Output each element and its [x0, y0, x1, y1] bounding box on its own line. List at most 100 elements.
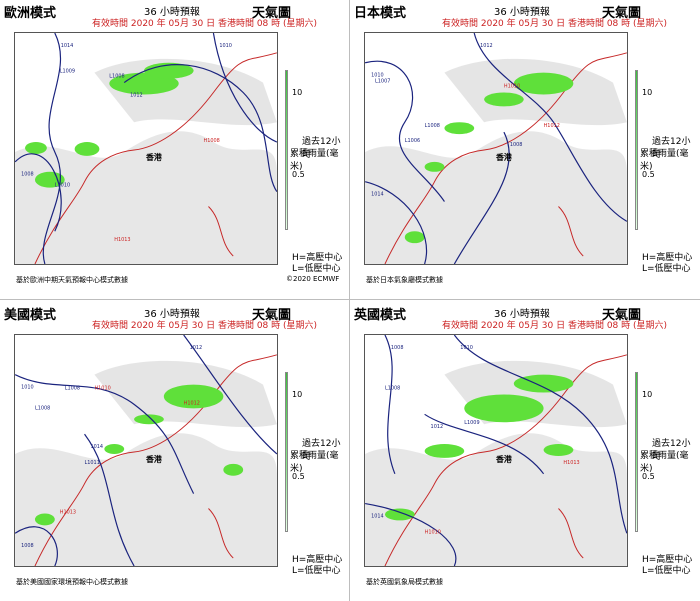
isobar-label: 1010 — [219, 43, 232, 49]
hong-kong-label: 香港 — [145, 454, 163, 464]
chart-title: 天氣圖 — [252, 6, 292, 21]
isobar-label: 1008 — [510, 142, 523, 148]
low-center-label: L1007 — [375, 79, 390, 85]
low-center-label: L1010 — [55, 183, 70, 189]
high-center-label: H1012 — [184, 400, 200, 406]
rain-patch — [384, 508, 415, 521]
rain-patch — [34, 513, 55, 526]
legend-high: H=高壓中心 — [642, 253, 693, 263]
colorbar-top-value: 10 — [642, 88, 653, 97]
rainfall-colorbar — [285, 70, 288, 230]
legend-low: L=低壓中心 — [292, 264, 341, 274]
isobar-label: 1008 — [21, 172, 34, 178]
model-title: 美國模式 — [4, 308, 57, 323]
map-canvas: 1010 1012 1014 1008 L1008 L1008 L1011 H1010 H101… — [15, 335, 277, 566]
data-source: 基於歐洲中期天氣預報中心模式數據 — [16, 276, 128, 284]
rain-patch — [444, 122, 475, 135]
high-center-label: H1013 — [60, 509, 76, 515]
high-center-label: H1013 — [114, 237, 130, 243]
weather-map: 1014 1012 1010 1008 L1009 L1008 L1010 H1008 H101… — [14, 32, 278, 265]
coastline — [34, 52, 277, 264]
rainfall-colorbar — [285, 372, 288, 532]
isobar — [15, 153, 62, 232]
high-center-label: H1010 — [425, 529, 441, 535]
high-center-label: H1013 — [563, 460, 579, 466]
rain-patch — [25, 142, 47, 154]
legend-high: H=高壓中心 — [292, 555, 343, 565]
panel-ukmo: 英國模式 36 小時預報 天氣圖 有效時間 2020 年 05月 30 日 香港… — [352, 302, 697, 598]
low-center-label: L1008 — [385, 386, 400, 392]
low-center-label: L1009 — [464, 420, 479, 426]
vertical-divider — [349, 0, 350, 601]
weather-map: 1008 1010 1012 1014 L1008 L1009 H1010 H1013 香港 — [364, 334, 628, 567]
isobar-label: 1010 — [21, 385, 34, 391]
rain-patch — [163, 384, 224, 409]
legend-low: L=低壓中心 — [292, 566, 341, 576]
weather-map: 1010 1012 1008 1014 L1007 L1008 L1006 H1010 H101… — [364, 32, 628, 265]
forecast-hours: 36 小時預報 — [144, 309, 200, 320]
isobar-label: 1012 — [130, 92, 143, 98]
hong-kong-label: 香港 — [495, 152, 513, 162]
legend-low: L=低壓中心 — [642, 566, 691, 576]
chart-title: 天氣圖 — [602, 308, 642, 323]
coastline — [208, 508, 234, 559]
rain-patch — [223, 463, 244, 476]
high-center-label: H1010 — [94, 386, 110, 392]
colorbar-mid-value: 0.5 — [642, 170, 655, 179]
rain-patch — [513, 374, 574, 393]
cloud-area — [15, 131, 277, 264]
coastline — [384, 354, 627, 566]
rain-label-unit: 累積雨量(毫米) — [290, 149, 339, 172]
isobar-label: 1008 — [391, 345, 404, 351]
isobar-label: 1014 — [371, 192, 384, 198]
rainfall-colorbar — [635, 70, 638, 230]
rain-patch — [464, 394, 544, 423]
isobar-label: 1014 — [61, 43, 74, 49]
rain-patch — [74, 142, 100, 156]
isobar-label: 1010 — [371, 73, 384, 79]
high-center-label: H1008 — [204, 138, 220, 144]
isobar-label: 1012 — [480, 43, 493, 49]
panel-jma: 日本模式 36 小時預報 天氣圖 有效時間 2020 年 05月 30 日 香港… — [352, 0, 697, 296]
legend-high: H=高壓中心 — [292, 253, 343, 263]
forecast-hours: 36 小時預報 — [144, 7, 200, 18]
panel-ncep: 美國模式 36 小時預報 天氣圖 有效時間 2020 年 05月 30 日 香港… — [2, 302, 347, 598]
isobar — [42, 33, 62, 264]
low-center-label: L1006 — [405, 138, 420, 144]
hong-kong-label: 香港 — [495, 454, 513, 464]
rain-patch — [104, 444, 125, 454]
valid-time: 有效時間 2020 年 05月 30 日 香港時間 08 時 (星期六) — [92, 19, 318, 29]
low-center-label: L1009 — [60, 69, 75, 75]
high-center-label: H1012 — [544, 123, 560, 129]
isobar — [365, 502, 457, 566]
low-center-label: L1008 — [425, 123, 440, 129]
isobar — [424, 413, 545, 475]
rain-patch — [543, 444, 574, 456]
low-center-label: L1008 — [65, 386, 80, 392]
colorbar-top-value: 10 — [642, 390, 653, 399]
cloud-area — [365, 433, 627, 566]
data-source: 基於日本氣象廳模式數據 — [366, 276, 443, 284]
rain-label-period: 過去12小時 — [302, 439, 341, 462]
isobar — [384, 335, 396, 475]
model-title: 歐洲模式 — [4, 6, 57, 21]
chart-title: 天氣圖 — [602, 6, 642, 21]
isobar — [453, 131, 510, 264]
rain-label-unit: 累積雨量(毫米) — [290, 451, 339, 474]
map-canvas: 1014 1012 1010 1008 L1009 L1008 L1010 H1008 H101… — [15, 33, 277, 264]
colorbar-mid-value: 0.5 — [292, 170, 305, 179]
isobar — [15, 374, 195, 494]
rain-label-unit: 累積雨量(毫米) — [640, 149, 689, 172]
isobar-label: 1010 — [460, 345, 473, 351]
model-title: 英國模式 — [354, 308, 407, 323]
horizontal-divider — [0, 299, 700, 300]
rain-patch — [134, 414, 164, 425]
isobar — [365, 181, 428, 264]
hong-kong-label: 香港 — [145, 152, 163, 162]
isobar — [365, 60, 445, 202]
data-source: 基於美國國家環境預報中心模式數據 — [16, 578, 128, 586]
forecast-hours: 36 小時預報 — [494, 7, 550, 18]
rain-label-period: 過去12小時 — [652, 439, 691, 462]
legend-high: H=高壓中心 — [642, 555, 693, 565]
isobar — [84, 433, 135, 566]
